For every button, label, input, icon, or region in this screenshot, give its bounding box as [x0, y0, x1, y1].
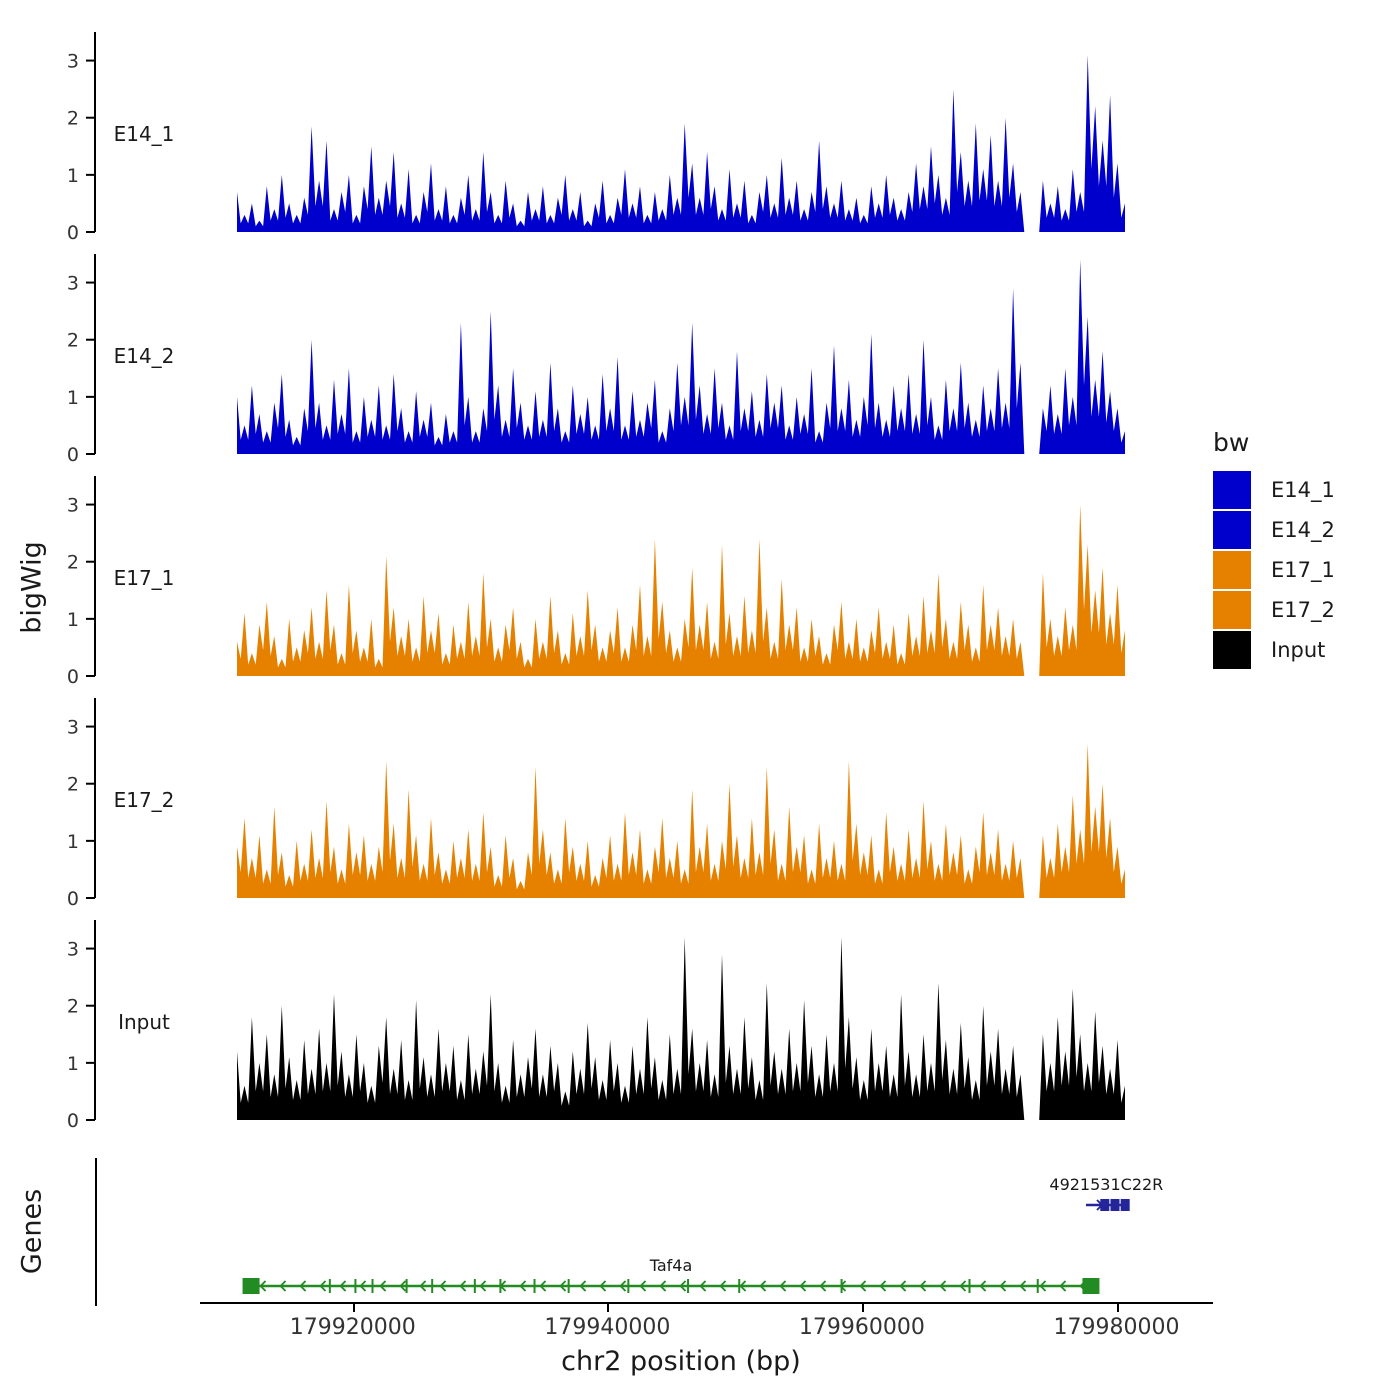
track-y-axis: 0 1 2 3 — [67, 254, 96, 466]
svg-text:2: 2 — [67, 996, 79, 1018]
legend: bw E14_1 E14_2 E17_1 E17_2 Input — [1213, 428, 1400, 671]
x-axis-tick — [861, 1304, 864, 1312]
coverage-area — [237, 504, 1125, 676]
svg-text:0: 0 — [67, 1110, 79, 1132]
track-area-chart — [237, 54, 1125, 232]
gene-label: Taf4a — [649, 1256, 693, 1275]
track-area-chart — [237, 504, 1125, 676]
svg-text:2: 2 — [67, 108, 79, 130]
svg-text:1: 1 — [67, 831, 79, 853]
track-y-axis: 0 1 2 3 — [67, 476, 96, 688]
legend-item: E14_1 — [1213, 471, 1400, 509]
track-panel-e17-1: E17_1 0 1 2 3 — [0, 476, 1400, 688]
legend-item: E14_2 — [1213, 511, 1400, 549]
track-y-axis: 0 1 2 3 — [67, 698, 96, 910]
track-label: E17_1 — [113, 566, 175, 590]
legend-swatch-e14-1 — [1213, 471, 1251, 509]
genes-axis-title: Genes — [16, 1188, 48, 1275]
svg-text:3: 3 — [67, 495, 79, 517]
x-axis-tick-label: 179980000 — [1053, 1315, 1180, 1340]
svg-text:3: 3 — [67, 939, 79, 961]
track-y-axis: 0 1 2 3 — [67, 32, 96, 244]
legend-label: E14_2 — [1271, 518, 1335, 542]
svg-text:2: 2 — [67, 552, 79, 574]
coverage-area — [237, 743, 1125, 898]
x-axis-line — [200, 1302, 1213, 1304]
track-panel-e14-2: E14_2 0 1 2 3 — [0, 254, 1400, 466]
legend-label: E17_1 — [1271, 558, 1335, 582]
svg-text:0: 0 — [67, 666, 79, 688]
svg-text:1: 1 — [67, 1053, 79, 1075]
svg-text:3: 3 — [67, 717, 79, 739]
legend-title: bw — [1213, 428, 1250, 457]
legend-label: E17_2 — [1271, 598, 1335, 622]
legend-item: E17_2 — [1213, 591, 1400, 629]
track-area-chart — [237, 937, 1125, 1120]
legend-label: E14_1 — [1271, 478, 1335, 502]
legend-swatch-e17-2 — [1213, 591, 1251, 629]
legend-label: Input — [1271, 638, 1326, 662]
svg-text:3: 3 — [67, 51, 79, 73]
coverage-area — [237, 937, 1125, 1120]
x-axis-tick-label: 179940000 — [544, 1315, 671, 1340]
track-y-axis: 0 1 2 3 — [67, 920, 96, 1132]
x-axis-tick-label: 179920000 — [289, 1315, 416, 1340]
genes-track: 4921531C22R Taf4a — [242, 1175, 1163, 1294]
svg-text:1: 1 — [67, 165, 79, 187]
x-axis-title: chr2 position (bp) — [561, 1346, 801, 1377]
track-label: E14_1 — [113, 122, 175, 146]
legend-item: E17_1 — [1213, 551, 1400, 589]
svg-text:0: 0 — [67, 222, 79, 244]
svg-text:2: 2 — [67, 330, 79, 352]
coverage-area — [237, 54, 1125, 232]
track-label: E17_2 — [113, 788, 175, 812]
svg-text:0: 0 — [67, 444, 79, 466]
track-area-chart — [237, 259, 1125, 454]
legend-swatch-e17-1 — [1213, 551, 1251, 589]
x-axis-tick — [607, 1304, 610, 1312]
track-panel-input: Input 0 1 2 3 — [0, 920, 1400, 1132]
svg-text:2: 2 — [67, 774, 79, 796]
x-axis-tick-label: 179960000 — [798, 1315, 925, 1340]
svg-text:3: 3 — [67, 273, 79, 295]
genes-panel-axis-line — [95, 1158, 97, 1306]
svg-text:0: 0 — [67, 888, 79, 910]
svg-text:1: 1 — [67, 387, 79, 409]
track-label: E14_2 — [113, 344, 175, 368]
legend-swatch-input — [1213, 631, 1251, 669]
coverage-area — [237, 259, 1125, 454]
legend-item: Input — [1213, 631, 1400, 669]
track-label: Input — [118, 1010, 170, 1034]
track-area-chart — [237, 743, 1125, 898]
svg-text:1: 1 — [67, 609, 79, 631]
x-axis-tick — [352, 1304, 355, 1312]
x-axis-tick — [1116, 1304, 1119, 1312]
legend-swatch-e14-2 — [1213, 511, 1251, 549]
gene-label: 4921531C22R — [1049, 1175, 1163, 1194]
track-panel-e17-2: E17_2 0 1 2 3 — [0, 698, 1400, 910]
track-panel-e14-1: E14_1 0 1 2 3 — [0, 32, 1400, 244]
